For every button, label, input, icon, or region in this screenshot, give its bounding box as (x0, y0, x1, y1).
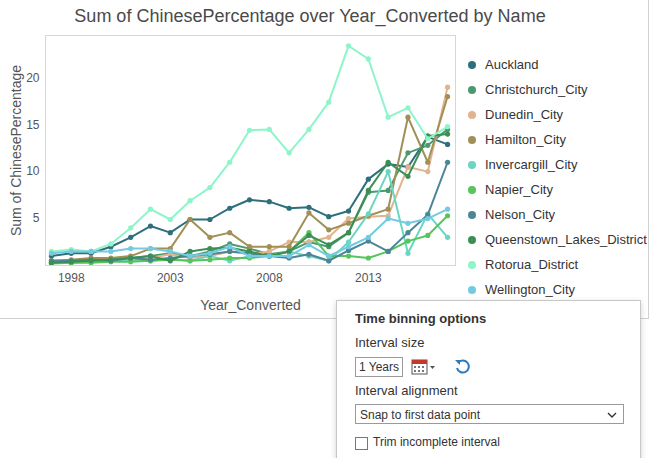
html-text:Invercargill_City: Invercargill_City (485, 157, 578, 172)
html-text:Queenstown_Lakes_District: Queenstown_Lakes_District (485, 232, 647, 247)
svg-text:2013: 2013 (355, 271, 382, 285)
html-text:Interval alignment: Interval alignment (355, 383, 458, 398)
html-text:Dunedin_City: Dunedin_City (485, 107, 563, 122)
html-text:Auckland: Auckland (485, 57, 539, 72)
svg-text:5: 5 (33, 211, 40, 225)
html-text:Time binning options: Time binning options (355, 311, 487, 326)
html-text:Snap to first data point: Snap to first data point (360, 408, 481, 422)
html-text:1 Years: 1 Years (359, 360, 399, 374)
svg-text:2008: 2008 (256, 271, 283, 285)
html-text:Rotorua_District: Rotorua_District (485, 257, 579, 272)
html-text:Sum of ChinesePercentage over: Sum of ChinesePercentage over Year_Conve… (74, 6, 546, 26)
html-text:Napier_City: Napier_City (485, 182, 553, 197)
svg-text:10: 10 (26, 164, 40, 178)
html-text:Wellington_City: Wellington_City (485, 282, 576, 297)
svg-text:15: 15 (26, 118, 40, 132)
svg-text:2003: 2003 (157, 271, 184, 285)
html-text:Nelson_City: Nelson_City (485, 207, 556, 222)
svg-text:20: 20 (26, 71, 40, 85)
svg-text:Sum of ChinesePercentage: Sum of ChinesePercentage (8, 65, 24, 236)
html-text:Interval size: Interval size (355, 335, 425, 350)
html-text:Hamilton_City: Hamilton_City (485, 132, 566, 147)
html-text:Christchurch_City: Christchurch_City (485, 82, 588, 97)
svg-text:Year_Converted: Year_Converted (200, 297, 301, 313)
html-text:Trim incomplete interval: Trim incomplete interval (373, 435, 500, 449)
svg-text:1998: 1998 (58, 271, 85, 285)
